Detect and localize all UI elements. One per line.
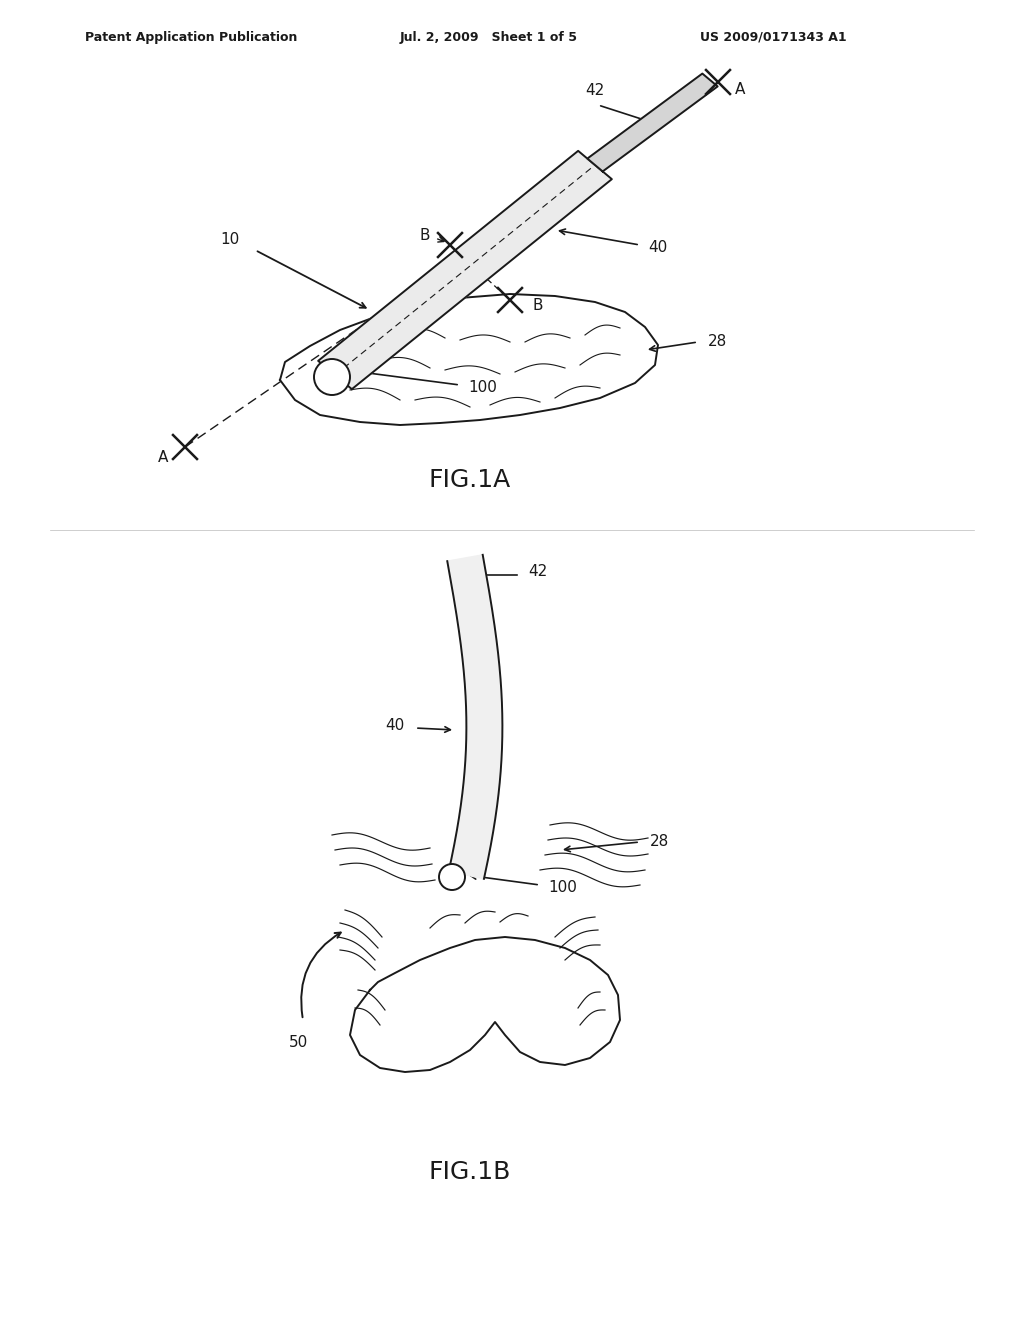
Text: B: B [420,227,430,243]
Text: B: B [534,297,544,313]
Text: Jul. 2, 2009   Sheet 1 of 5: Jul. 2, 2009 Sheet 1 of 5 [400,30,578,44]
Text: 50: 50 [289,1035,307,1049]
Text: FIG.1B: FIG.1B [429,1160,511,1184]
Polygon shape [588,74,718,172]
Text: FIG.1A: FIG.1A [429,469,511,492]
Polygon shape [350,937,620,1072]
Text: 40: 40 [648,239,668,255]
Polygon shape [318,150,612,389]
Text: 28: 28 [650,834,670,850]
Circle shape [314,359,350,395]
Text: 42: 42 [528,565,547,579]
Text: 100: 100 [548,879,577,895]
Polygon shape [447,554,503,879]
Polygon shape [280,294,658,425]
Text: 40: 40 [386,718,406,734]
Text: A: A [158,450,168,466]
Text: 42: 42 [586,83,604,98]
Text: US 2009/0171343 A1: US 2009/0171343 A1 [700,30,847,44]
Circle shape [439,865,465,890]
Text: 100: 100 [468,380,497,395]
Text: A: A [735,82,745,98]
Text: Patent Application Publication: Patent Application Publication [85,30,297,44]
Text: 10: 10 [220,232,240,248]
Text: 28: 28 [708,334,727,350]
